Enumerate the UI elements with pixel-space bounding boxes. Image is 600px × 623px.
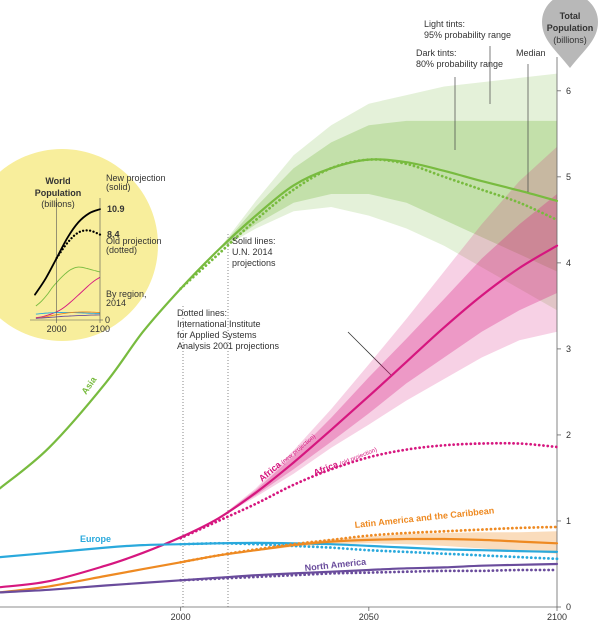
y-axis-title: Population: [547, 23, 594, 33]
inset-title: Population: [35, 188, 82, 198]
inset-region-line: [35, 311, 101, 319]
world-line: [55, 229, 102, 260]
y-tick-label: 2: [566, 430, 571, 440]
probability-band: [218, 194, 558, 519]
inset-region-line: [35, 314, 101, 319]
series-label: Latin America and the Caribbean: [354, 505, 494, 530]
inset-series-label: Old projection: [106, 236, 162, 246]
annotation-text: for Applied Systems: [177, 330, 257, 340]
series-name: Asia: [79, 374, 99, 396]
x-tick-label: 2000: [171, 612, 191, 622]
series-name: Africa: [312, 459, 340, 478]
annotation-text: International Institute: [177, 319, 261, 329]
inset-region-line: [35, 266, 101, 307]
y-tick-label: 0: [566, 602, 571, 612]
annotation-text: Analysis 2001 projections: [177, 341, 280, 351]
inset-region-label: By region,: [106, 289, 147, 299]
x-tick-label: 2000: [47, 324, 67, 334]
y-axis-title: Total: [560, 11, 581, 21]
axis-title-pin: [542, 0, 598, 68]
projection-line: [0, 562, 559, 594]
annotation-text: Light tints:: [424, 19, 465, 29]
inset-title: World: [45, 176, 70, 186]
inset-region-label: 2014: [106, 298, 126, 308]
series-name: Europe: [80, 534, 111, 544]
series-label: Asia: [79, 374, 99, 396]
probability-band: [218, 531, 558, 556]
inset-series-label: (solid): [106, 182, 131, 192]
inset-circle: [0, 149, 158, 341]
old-projection-line: [179, 568, 559, 582]
annotation-text: Dotted lines:: [177, 308, 227, 318]
projection-line: [0, 158, 559, 490]
band-leader: [347, 331, 393, 377]
annotation-text: 80% probability range: [416, 59, 503, 69]
probability-band: [218, 73, 558, 311]
y-tick-label: 4: [566, 258, 571, 268]
probability-band: [218, 120, 558, 272]
y-axis-title: (billions): [553, 35, 587, 45]
series-note: (old projection): [339, 447, 378, 467]
y-tick-label: 5: [566, 172, 571, 182]
old-projection-line: [179, 441, 559, 540]
annotation-text: Solid lines:: [232, 236, 276, 246]
world-line: [34, 208, 101, 296]
y-tick-label: 1: [566, 516, 571, 526]
value-label: 8.4: [107, 230, 120, 240]
series-label: Europe: [80, 534, 111, 544]
inset-series-label: New projection: [106, 173, 166, 183]
inset-region-line: [35, 276, 101, 319]
annotation-text: Dark tints:: [416, 48, 457, 58]
x-tick-label: 2100: [90, 324, 110, 334]
annotation-text: Median: [516, 48, 546, 58]
value-label: 10.9: [107, 204, 125, 214]
inset-subtitle: (billions): [41, 199, 75, 209]
annotation-text: U.N. 2014: [232, 247, 273, 257]
x-tick-label: 2100: [547, 612, 567, 622]
inset-series-label: (dotted): [106, 245, 137, 255]
x-tick-label: 2050: [359, 612, 379, 622]
y-tick-label: 0: [105, 315, 110, 325]
y-tick-label: 6: [566, 86, 571, 96]
probability-band: [218, 146, 558, 519]
y-tick-label: 3: [566, 344, 571, 354]
projection-line: [0, 244, 559, 589]
series-name: Latin America and the Caribbean: [354, 505, 494, 530]
projection-line: [0, 537, 559, 594]
annotation-text: 95% probability range: [424, 30, 511, 40]
annotation-text: projections: [232, 258, 276, 268]
